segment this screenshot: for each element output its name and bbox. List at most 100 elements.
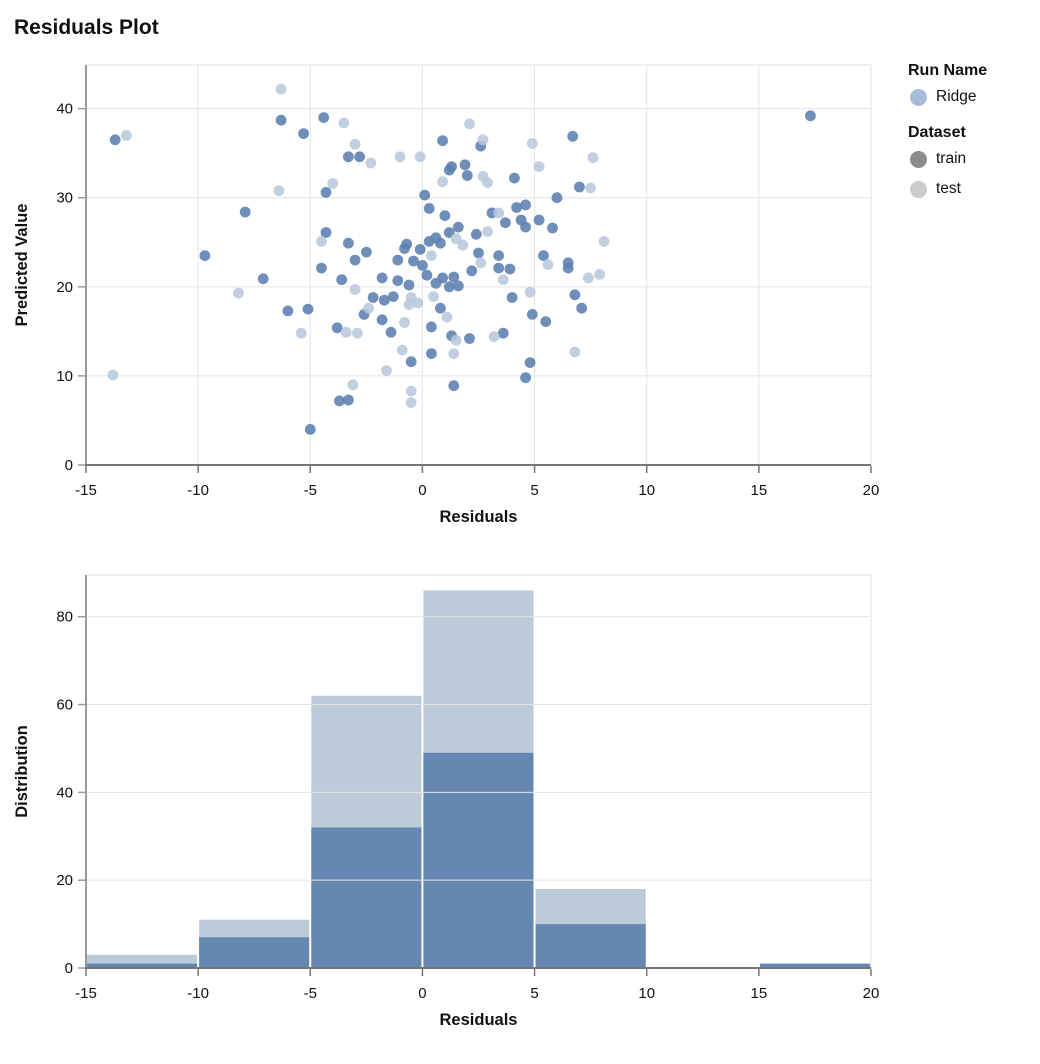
scatter-point-test	[121, 130, 132, 141]
scatter-point-train	[452, 280, 464, 292]
x-tick-label: -10	[187, 985, 209, 1002]
hist-bar-train	[759, 963, 870, 968]
scatter-point-train	[343, 237, 354, 249]
scatter-point-train	[435, 237, 446, 249]
page-title: Residuals Plot	[14, 16, 159, 39]
scatter-point-test	[295, 327, 307, 339]
scatter-point-train	[430, 277, 442, 289]
y-tick-label: 30	[56, 190, 73, 207]
scatter-point-train	[334, 395, 345, 407]
scatter-point-train	[423, 203, 435, 214]
scatter-point-test	[533, 161, 545, 172]
hist-bar-train	[311, 827, 422, 968]
scatter-point-test	[273, 185, 285, 197]
scatter-point-train	[282, 305, 294, 317]
legend: Run Name Ridge Dataset train test	[908, 62, 1038, 210]
scatter-point-test	[598, 236, 610, 247]
y-tick-label: 0	[65, 457, 73, 474]
scatter-point-train	[320, 187, 332, 198]
scatter-point-train	[343, 151, 354, 163]
scatter-point-test	[569, 346, 581, 358]
scatter-point-test	[396, 344, 408, 356]
scatter-point-train	[443, 281, 455, 293]
scatter-point-train	[423, 236, 435, 247]
scatter-point-test	[441, 311, 453, 323]
scatter-point-train	[569, 289, 581, 301]
x-tick-label: 0	[418, 985, 426, 1002]
scatter-point-test	[587, 152, 599, 164]
scatter-point-test	[428, 291, 439, 302]
y-tick-label: 40	[56, 784, 73, 801]
y-tick-label: 20	[56, 279, 73, 296]
scatter-point-train	[464, 333, 475, 344]
scatter-point-test	[426, 250, 437, 261]
scatter-point-train	[399, 243, 410, 254]
x-axis-title: Residuals	[440, 508, 518, 526]
scatter-point-train	[361, 246, 372, 258]
scatter-point-train	[109, 134, 121, 146]
scatter-point-train	[403, 279, 415, 291]
scatter-point-test	[482, 226, 493, 238]
scatter-point-test	[526, 138, 538, 149]
scatter-point-train	[547, 222, 558, 234]
scatter-point-test	[493, 207, 505, 219]
scatter-point-train	[376, 314, 388, 326]
scatter-point-train	[275, 114, 287, 126]
scatter-point-train	[199, 250, 211, 261]
scatter-point-test	[233, 287, 244, 299]
scatter-point-train	[540, 316, 552, 327]
scatter-point-train	[459, 159, 471, 171]
x-axis-title: Residuals	[440, 1011, 518, 1029]
scatter-point-test	[585, 182, 596, 194]
scatter-point-test	[414, 151, 426, 163]
scatter-series-test	[107, 83, 610, 408]
scatter-point-train	[302, 303, 314, 315]
scatter-point-train	[239, 206, 251, 218]
scatter-point-train	[437, 135, 448, 147]
scatter-point-test	[107, 369, 119, 381]
scatter-point-train	[493, 250, 505, 261]
scatter-point-train	[378, 294, 390, 306]
scatter-point-test	[497, 274, 509, 286]
scatter-point-train	[551, 192, 563, 204]
y-tick-label: 40	[56, 101, 73, 118]
scatter-point-train	[524, 357, 536, 368]
scatter-point-test	[352, 327, 363, 339]
scatter-point-train	[331, 322, 343, 334]
scatter-point-test	[349, 284, 361, 295]
scatter-point-test	[482, 177, 493, 188]
scatter-point-train	[435, 302, 446, 314]
scatter-point-train	[392, 275, 404, 286]
scatter-point-train	[298, 128, 309, 139]
scatter-point-train	[405, 356, 417, 368]
x-tick-label: 5	[530, 482, 538, 499]
scatter-point-train	[500, 217, 511, 229]
y-tick-label: 0	[65, 960, 73, 977]
y-axis-title: Distribution	[13, 725, 31, 818]
scatter-point-train	[520, 221, 531, 233]
hist-bar-train	[423, 752, 534, 968]
test-color-dot	[910, 180, 927, 198]
scatter-point-test	[403, 299, 415, 310]
scatter-point-train	[448, 271, 460, 283]
x-tick-label: 0	[418, 482, 426, 499]
legend-item-label: Ridge	[936, 88, 977, 105]
scatter-point-train	[387, 291, 399, 302]
scatter-point-train	[376, 272, 388, 284]
scatter-point-test	[405, 385, 417, 397]
scatter-point-train	[461, 170, 473, 181]
scatter-point-train	[320, 227, 332, 238]
x-tick-label: -5	[304, 985, 317, 1002]
legend-dataset-title: Dataset	[908, 124, 966, 141]
scatter-point-test	[394, 151, 406, 163]
scatter-point-train	[414, 244, 426, 255]
x-tick-label: -15	[75, 985, 97, 1002]
x-tick-label: 5	[530, 985, 538, 1002]
legend-item-train: train	[910, 150, 1038, 168]
scatter-point-train	[805, 110, 816, 122]
y-axis-title: Predicted Value	[13, 204, 31, 327]
scatter-point-test	[340, 326, 352, 338]
scatter-point-test	[275, 83, 287, 95]
legend-item-label: test	[936, 180, 961, 197]
legend-item-ridge: Ridge	[910, 88, 1038, 106]
